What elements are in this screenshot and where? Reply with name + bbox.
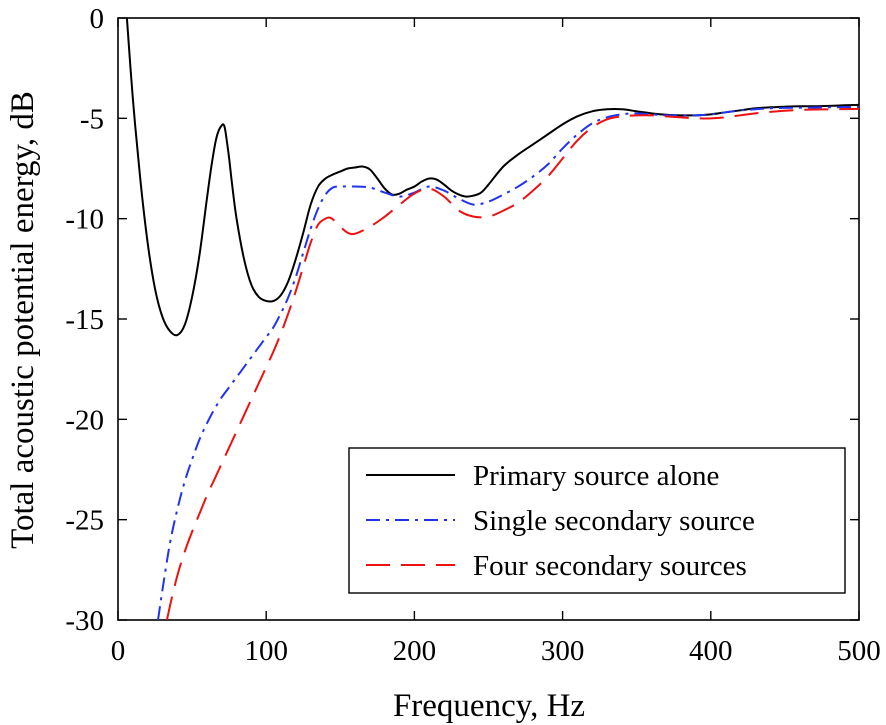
legend-label: Single secondary source (473, 505, 755, 537)
x-tick-label: 0 (111, 635, 126, 667)
y-tick-label: -25 (65, 505, 104, 537)
y-tick-label: -5 (80, 103, 104, 135)
tick-labels: 0 100 200 300 400 500 0 -5 -10 -15 -20 -25 -30 (65, 3, 880, 667)
x-tick-label: 200 (393, 635, 437, 667)
y-axis-label: Total acoustic potential energy, dB (5, 91, 41, 549)
y-tick-label: -10 (65, 204, 104, 236)
legend: Primary source alone Single secondary sou… (348, 447, 846, 594)
y-tick-label: -20 (65, 404, 104, 436)
axis-ticks (117, 17, 860, 621)
y-tick-label: 0 (90, 3, 105, 35)
x-tick-label: 500 (837, 635, 881, 667)
series-layer (125, 17, 859, 620)
x-tick-label: 100 (244, 635, 288, 667)
series-line-four-secondary-sources (165, 107, 859, 620)
legend-label: Primary source alone (473, 460, 719, 492)
y-tick-label: -30 (65, 605, 104, 637)
legend-label: Four secondary sources (473, 550, 747, 582)
x-tick-label: 400 (689, 635, 733, 667)
x-tick-label: 300 (541, 635, 585, 667)
y-tick-label: -15 (65, 304, 104, 336)
x-axis-label: Frequency, Hz (393, 688, 585, 724)
series-line-primary-source-alone (125, 17, 859, 337)
